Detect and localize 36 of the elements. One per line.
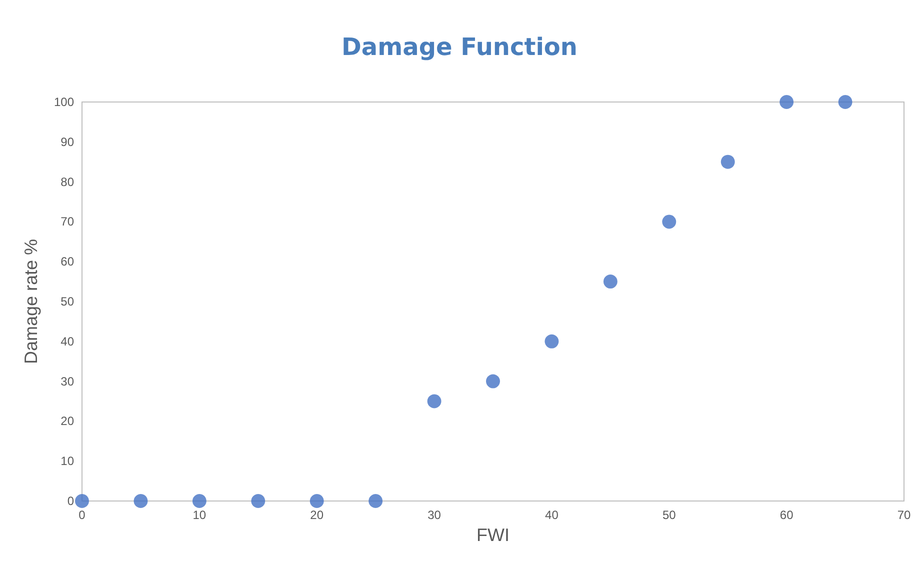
point bbox=[427, 394, 442, 408]
point bbox=[603, 274, 618, 289]
y-tick-label: 70 bbox=[60, 214, 74, 229]
x-tick-label: 40 bbox=[545, 508, 559, 522]
x-tick-label: 30 bbox=[428, 508, 442, 522]
point bbox=[838, 95, 852, 109]
x-tick-label: 50 bbox=[662, 508, 676, 522]
point bbox=[310, 494, 324, 508]
x-tick-label: 10 bbox=[192, 508, 206, 522]
y-tick-label: 20 bbox=[60, 414, 74, 428]
chart-title: Damage Function bbox=[341, 33, 578, 61]
y-tick-label: 30 bbox=[60, 374, 74, 388]
point bbox=[134, 494, 148, 508]
point bbox=[192, 494, 206, 508]
point bbox=[780, 95, 794, 109]
x-axis-title: FWI bbox=[476, 524, 510, 545]
y-tick-label: 50 bbox=[60, 294, 74, 308]
y-tick-label: 60 bbox=[60, 254, 74, 269]
x-tick-label: 20 bbox=[310, 508, 324, 522]
x-tick-label: 0 bbox=[78, 508, 86, 522]
point bbox=[486, 374, 500, 388]
y-tick-label: 0 bbox=[67, 494, 74, 508]
y-tick-label: 80 bbox=[60, 174, 74, 189]
y-tick-label: 40 bbox=[60, 334, 74, 348]
y-tick-label: 90 bbox=[60, 134, 74, 149]
x-tick-label: 70 bbox=[897, 508, 911, 522]
point bbox=[720, 154, 735, 169]
point bbox=[662, 214, 676, 229]
x-tick-label: 60 bbox=[780, 508, 794, 522]
point bbox=[75, 494, 89, 508]
y-axis-title: Damage rate % bbox=[21, 238, 41, 364]
point bbox=[368, 494, 383, 508]
y-tick-label: 100 bbox=[54, 95, 74, 109]
point bbox=[251, 494, 266, 508]
y-tick-label: 10 bbox=[60, 454, 74, 468]
point bbox=[544, 334, 559, 348]
